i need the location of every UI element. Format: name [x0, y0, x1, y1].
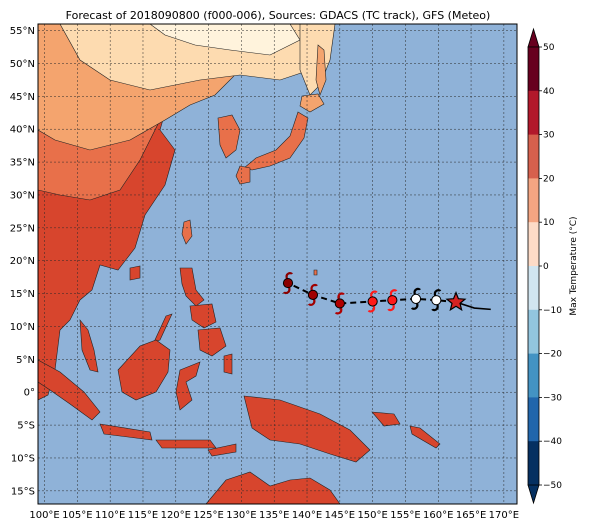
lon-tick-label: 100°E [29, 510, 59, 521]
lesser-sunda [155, 439, 217, 449]
lon-tick-label: 120°E [161, 510, 191, 521]
colorbar-band [528, 309, 539, 354]
colorbar-tick-label: 10 [543, 218, 555, 228]
lon-tick-label: 155°E [390, 510, 420, 521]
palawan [153, 313, 173, 343]
lon-tick-label: 110°E [95, 510, 125, 521]
colorbar-min-extend [527, 484, 540, 505]
lon-tick-label: 125°E [193, 510, 223, 521]
lon-tick-label: 160°E [423, 510, 453, 521]
lat-tick-label: 40°N [10, 125, 35, 136]
lat-tick-label: 25°N [10, 223, 35, 234]
lat-tick-label: 45°N [10, 92, 35, 103]
cyclone-symbol-icon [387, 289, 398, 312]
cyclone-symbol-icon [431, 289, 442, 312]
figure-title: Forecast of 2018090800 (f000-006), Sourc… [66, 9, 491, 22]
colorbar-tick-label: −10 [543, 306, 562, 316]
colorbar-band [528, 178, 539, 223]
lat-tick-label: 5°N [16, 355, 35, 366]
lat-tick-label: 15°N [10, 289, 35, 300]
colorbar-tick-label: 50 [543, 43, 555, 53]
philippines-visayas [189, 303, 217, 329]
lat-tick-label: 10°N [10, 322, 35, 333]
lat-tick-label: 10°S [11, 453, 35, 464]
cyclone-symbol-icon [367, 290, 378, 313]
colorbar-band [528, 222, 539, 267]
cyclone-track [282, 272, 491, 315]
lon-tick-label: 135°E [259, 510, 289, 521]
map-panel [38, 24, 517, 504]
sakhalin [315, 44, 327, 96]
mariana-islands [313, 269, 318, 276]
japan-honshu [243, 111, 309, 171]
lat-tick-label: 15°S [11, 486, 35, 497]
longitude-labels: 100°E 105°E 110°E 115°E 120°E 125°E 130°E 135°E… [29, 510, 519, 521]
lon-tick-label: 150°E [357, 510, 387, 521]
lon-tick-label: 165°E [456, 510, 486, 521]
colorbar-band [528, 47, 539, 92]
colorbar-max-extend [527, 27, 540, 48]
colorbar: 50 40 30 20 10 0 −10 −20 −30 −40 −50 [527, 27, 562, 505]
cyclone-symbol-icon [410, 287, 422, 310]
colorbar-tick-label: −30 [543, 393, 562, 403]
halmahera [223, 353, 233, 375]
japan-kyushu [235, 165, 251, 185]
lat-tick-label: 5°S [17, 421, 35, 432]
malay-peninsula [79, 319, 99, 373]
siberia-cold [149, 24, 301, 56]
lon-tick-label: 130°E [226, 510, 256, 521]
colorbar-tick-label: 40 [543, 87, 555, 97]
colorbar-tick-label: −50 [543, 481, 562, 491]
colorbar-band [528, 397, 539, 442]
colorbar-band [528, 90, 539, 135]
lon-tick-label: 170°E [489, 510, 519, 521]
cyclone-symbol-icon [307, 283, 319, 306]
japan-hokkaido [299, 93, 325, 113]
colorbar-band [528, 441, 539, 486]
lat-tick-label: 55°N [10, 26, 35, 37]
past-track-line [455, 301, 491, 311]
timor [207, 443, 237, 457]
lat-tick-label: 50°N [10, 59, 35, 70]
colorbar-tick-label: −20 [543, 350, 562, 360]
colorbar-tick-label: 30 [543, 131, 555, 141]
cyclone-symbol-icon [334, 292, 345, 315]
lon-tick-label: 105°E [62, 510, 92, 521]
new-britain [371, 411, 401, 427]
colorbar-tick-label: 20 [543, 174, 555, 184]
lat-tick-label: 20°N [10, 256, 35, 267]
solomon-islands [409, 425, 441, 449]
colorbar-band [528, 134, 539, 179]
borneo [117, 339, 171, 401]
taiwan [181, 219, 193, 245]
landmasses [38, 24, 441, 504]
colorbar-tick-label: −40 [543, 437, 562, 447]
current-position-star-icon [445, 290, 467, 312]
sulawesi [175, 361, 201, 411]
philippines-mindanao [197, 327, 227, 357]
colorbar-tick-label: 0 [543, 262, 549, 272]
lat-tick-label: 0° [24, 388, 35, 399]
map-frame [37, 23, 518, 505]
lat-tick-label: 30°N [10, 190, 35, 201]
lon-tick-label: 145°E [325, 510, 355, 521]
philippines-luzon [179, 267, 205, 307]
hainan [129, 265, 141, 281]
latitude-labels: 55°N 50°N 45°N 40°N 35°N 30°N 25°N 20°N 15°N 10°N… [10, 26, 35, 497]
korea-peninsula [217, 114, 241, 159]
sumatra [38, 359, 101, 421]
lat-tick-label: 35°N [10, 158, 35, 169]
java [99, 423, 153, 441]
cyclone-symbol-icon [282, 272, 294, 295]
australia-north [205, 471, 341, 504]
colorbar-band [528, 353, 539, 398]
lon-tick-label: 140°E [292, 510, 322, 521]
colorbar-label: Max Temperature (°C) [569, 216, 579, 315]
lon-tick-label: 115°E [128, 510, 158, 521]
colorbar-band [528, 266, 539, 311]
map-grid [38, 24, 517, 504]
